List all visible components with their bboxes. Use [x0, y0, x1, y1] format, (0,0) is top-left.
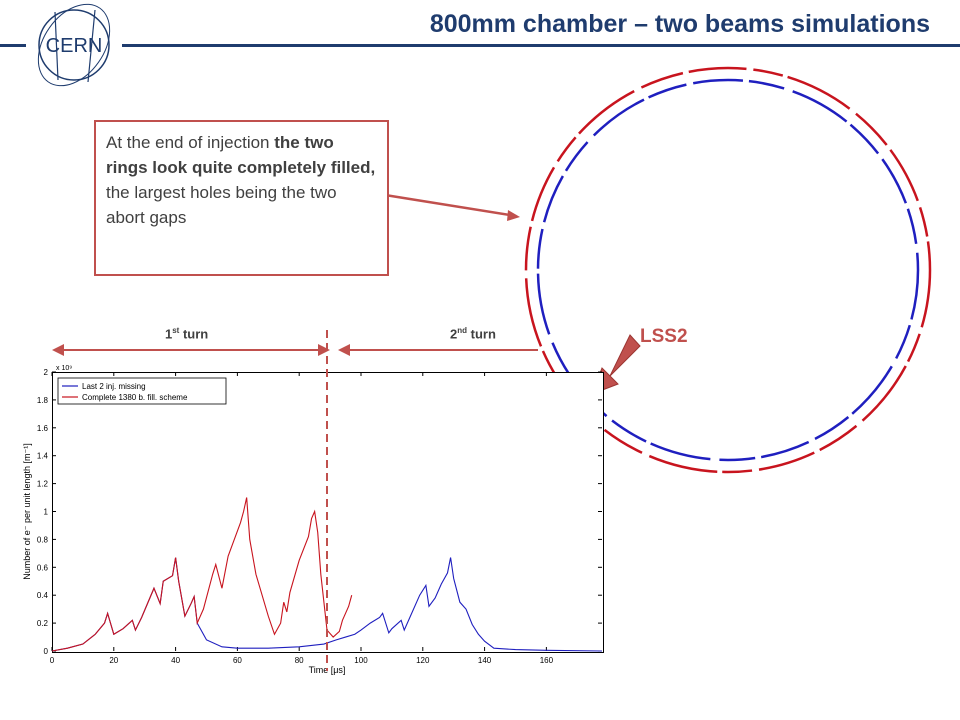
- ring-beam1-blue: [536, 78, 920, 462]
- cern-logo: CERN: [37, 3, 111, 87]
- page-title: 800mm chamber – two beams simulations: [429, 10, 930, 38]
- lss2-arrow: [591, 334, 641, 395]
- lss2-label: LSS2: [640, 326, 688, 347]
- plot-area: [52, 372, 604, 653]
- header-rule-right: [122, 44, 960, 47]
- ring-beam2-red: [524, 66, 932, 474]
- header-rule-left: [0, 44, 26, 47]
- callout-text-bold: the two rings look quite completely fill…: [106, 133, 376, 177]
- first-turn-label: 1st turn: [165, 326, 209, 342]
- turn-arrows: [52, 344, 538, 356]
- callout-text-3: the largest holes being the two abort ga…: [106, 183, 337, 227]
- second-turn-label: 2nd turn: [450, 326, 496, 342]
- callout-text-1: At the end of injection: [106, 133, 275, 152]
- ring-diagram: [524, 66, 932, 474]
- svg-text:CERN: CERN: [46, 35, 103, 57]
- callout-connector-arrowhead: [507, 210, 520, 221]
- callout-box: At the end of injection the two rings lo…: [94, 120, 389, 276]
- callout-connector: [384, 193, 517, 218]
